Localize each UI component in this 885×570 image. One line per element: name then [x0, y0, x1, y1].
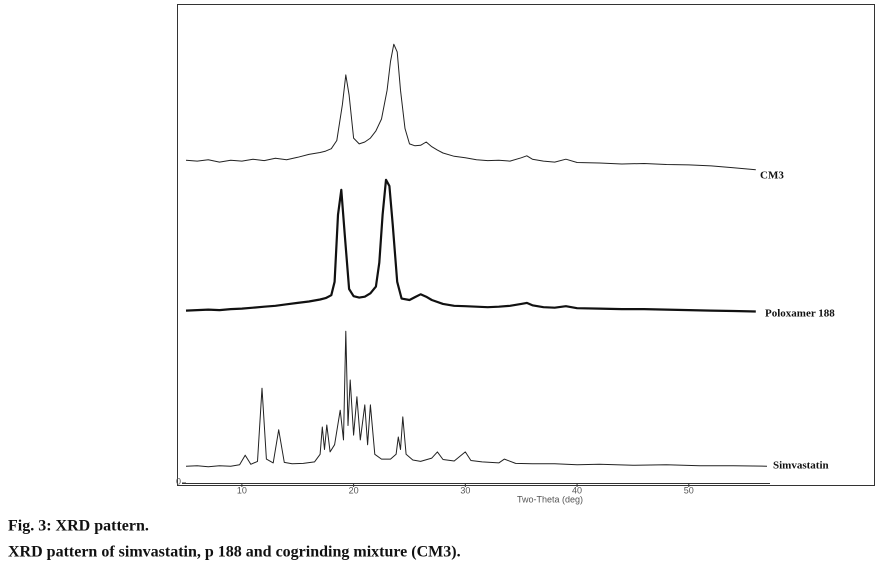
series-line — [185, 178, 756, 313]
series-label: Simvastatin — [773, 460, 829, 472]
caption-text: XRD pattern of simvastatin, p 188 and co… — [8, 544, 461, 561]
x-tick-label: 20 — [349, 485, 359, 495]
frame — [177, 4, 875, 486]
x-tick-label: 10 — [237, 485, 247, 495]
y-tick-label: 0 — [176, 476, 181, 486]
caption-title: Fig. 3: XRD pattern. — [8, 518, 149, 535]
series-label: Poloxamer 188 — [765, 308, 835, 320]
x-axis-label: Two-Theta (deg) — [517, 494, 583, 504]
series-line — [185, 330, 768, 468]
x-tick-label: 40 — [572, 485, 582, 495]
x-tick-label: 50 — [684, 485, 694, 495]
x-tick-label: 30 — [460, 485, 470, 495]
series-line — [185, 43, 756, 171]
series-label: CM3 — [760, 170, 784, 182]
